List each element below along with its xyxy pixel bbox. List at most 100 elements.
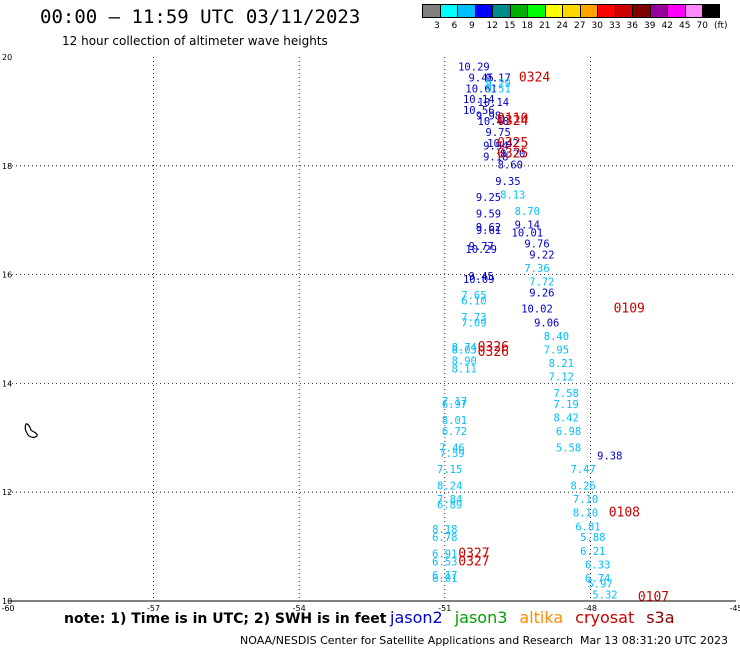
satellite-legend-1: jason3 (454, 608, 508, 627)
wave-height-point: 9.26 (529, 287, 554, 299)
satellite-legend-4: s3a (646, 608, 675, 627)
wave-height-point: 5.88 (580, 532, 605, 544)
credit-text: NOAA/NESDIS Center for Satellite Applica… (240, 634, 574, 647)
color-scale-cell (544, 4, 562, 18)
color-scale-labels: 3 6 9 12 15 18 21 24 27 30 33 36 39 42 45 70 (ft) (422, 21, 740, 33)
wave-height-point: 7.10 (573, 494, 598, 506)
wave-height-point: 10.42 (487, 138, 519, 150)
wave-height-point: 10.14 (463, 94, 495, 106)
wave-height-point: 6.10 (461, 296, 486, 308)
wave-height-point: 6.53 (432, 557, 457, 569)
wave-height-point: 7.47 (570, 464, 595, 476)
wave-height-point: 9.14 (515, 219, 540, 231)
wave-height-point: 8.40 (544, 331, 569, 343)
wave-height-point: 9.59 (476, 208, 501, 220)
wave-height-point: 9.17 (486, 72, 511, 84)
wave-height-point: 10.48 (478, 116, 510, 128)
wave-height-point: 8.42 (553, 412, 578, 424)
wave-height-point: 6.72 (442, 426, 467, 438)
wave-height-point: 6.33 (585, 559, 610, 571)
wave-height-point: 7.46 (439, 442, 464, 454)
color-scale-cell (492, 4, 510, 18)
island-outline (24, 423, 38, 438)
x-tick-label: -51 (438, 604, 451, 613)
wave-height-point: 6.81 (575, 521, 600, 533)
wave-height-point: 5.58 (556, 442, 581, 454)
wave-height-point: 7.65 (461, 290, 486, 302)
wave-height-point: 9.62 (476, 222, 501, 234)
pass-label: 0325 (497, 136, 528, 151)
wave-height-point: 7.09 (461, 317, 486, 329)
wave-height-point: 6.97 (442, 399, 467, 411)
color-scale-cell (702, 4, 720, 18)
y-tick-label: 20 (2, 53, 12, 62)
pass-label: 0325 (497, 147, 528, 162)
wave-height-point: 8.13 (500, 189, 525, 201)
wave-height-point: 8.60 (498, 160, 523, 172)
wave-height-point: 7.19 (553, 399, 578, 411)
wave-height-point: 6.21 (580, 546, 605, 558)
wave-height-point: 8.70 (515, 206, 540, 218)
color-scale-cell (649, 4, 667, 18)
color-scale-cell (422, 4, 440, 18)
wave-height-point: 9.45 (469, 271, 494, 283)
wave-height-point: 8.21 (549, 358, 574, 370)
color-scale-cell (509, 4, 527, 18)
wave-height-point: 8.10 (573, 508, 598, 520)
credit-timestamp: Mar 13 08:31:20 UTC 2023 (580, 634, 728, 647)
wave-height-point: 8.18 (432, 524, 457, 536)
wave-height-point: 7.73 (461, 312, 486, 324)
color-scale-label: 39 (644, 21, 656, 31)
wave-height-point: 8.20 (500, 149, 525, 161)
satellite-legend: jason2 jason3 altika cryosat s3a (390, 608, 675, 627)
wave-height-point: 8.74 (452, 342, 477, 354)
color-scale-label: 3 (434, 21, 440, 31)
wave-height-point: 6.98 (556, 426, 581, 438)
wave-height-point: 9.76 (524, 238, 549, 250)
wave-height-point: 9.61 (476, 225, 501, 237)
wave-height-point: 10.01 (512, 228, 544, 240)
color-scale-label: 27 (574, 21, 586, 31)
color-scale-cell (562, 4, 580, 18)
wave-height-point: 9.18 (483, 151, 508, 163)
pass-label: 0326 (478, 340, 509, 355)
x-tick-label: -54 (293, 604, 306, 613)
color-scale-label: 42 (661, 21, 673, 31)
wave-height-point: 7.36 (524, 263, 549, 275)
color-scale-cell (579, 4, 597, 18)
wave-height-point: 10.61 (465, 83, 497, 95)
wave-height-point: 10.02 (521, 304, 553, 316)
wave-height-point: 9.22 (529, 249, 554, 261)
color-scale-label: 12 (486, 21, 498, 31)
wave-height-point: 8.01 (442, 415, 467, 427)
wave-height-point: 8.24 (437, 480, 462, 492)
wave-height-point: 10.29 (458, 62, 490, 74)
pass-label: 0327 (458, 546, 489, 561)
color-scale-label: (ft) (714, 21, 728, 31)
footer-note: note: 1) Time is in UTC; 2) SWH is in fe… (64, 611, 387, 627)
pass-label: 0324 (497, 114, 528, 129)
pass-label: 0107 (638, 590, 669, 605)
color-scale-cell (439, 4, 457, 18)
pass-label: 0108 (609, 506, 640, 521)
wave-height-point: 10.14 (478, 97, 510, 109)
wave-height-point: 7.58 (553, 388, 578, 400)
wave-height-point: 10.56 (463, 105, 495, 117)
y-tick-label: 18 (2, 162, 12, 171)
satellite-legend-3: cryosat (575, 608, 635, 627)
wave-height-point: 9.75 (486, 127, 511, 139)
wave-height-point: 6.17 (432, 570, 457, 582)
wave-height-point: 9.35 (495, 176, 520, 188)
x-tick-label: -45 (729, 604, 740, 613)
wave-height-point: 9.94 (483, 140, 508, 152)
pass-label: 0326 (478, 345, 509, 360)
color-scale-cell (632, 4, 650, 18)
color-scale-cell (527, 4, 545, 18)
color-scale-cell (684, 4, 702, 18)
color-scale-label: 24 (556, 21, 568, 31)
pass-label: 0327 (458, 555, 489, 570)
chart-subtitle: 12 hour collection of altimeter wave hei… (62, 34, 328, 48)
color-scale-label: 9 (469, 21, 475, 31)
color-scale-label: 70 (696, 21, 708, 31)
